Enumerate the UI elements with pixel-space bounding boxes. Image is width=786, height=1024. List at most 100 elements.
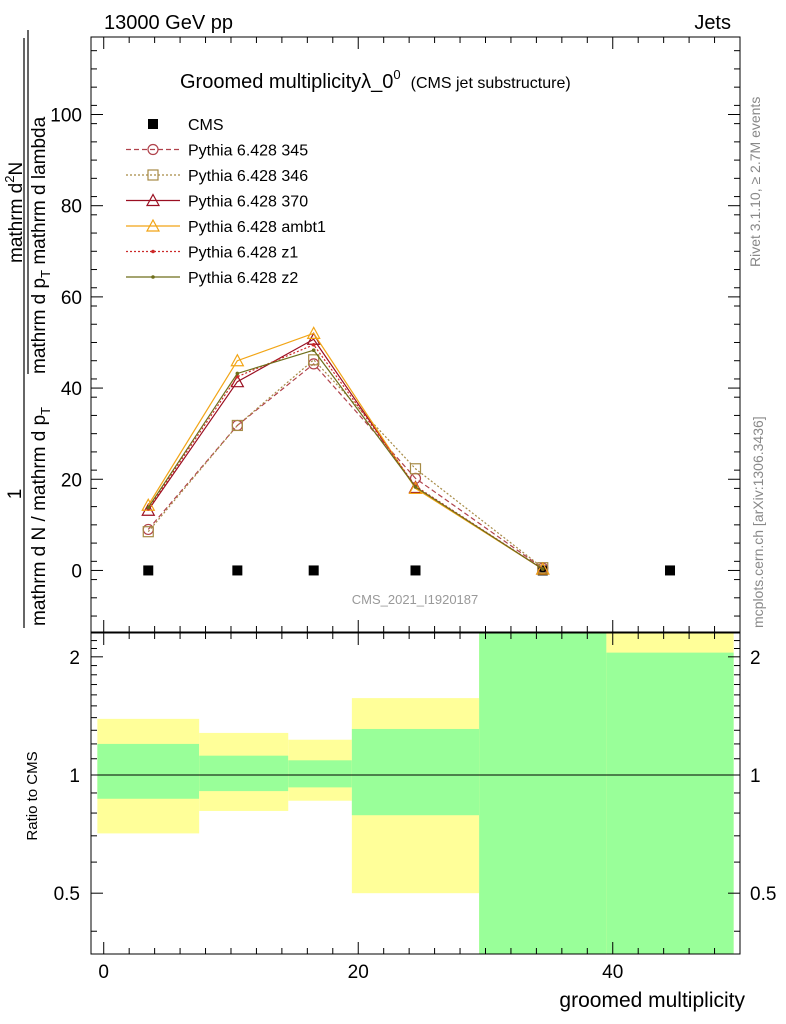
data-point-4-2: [306, 326, 321, 339]
data-point-6-3: [413, 485, 418, 489]
svg-text:mathrm d pT mathrm d lambda: mathrm d pT mathrm d lambda: [29, 116, 53, 374]
series-5: [146, 342, 545, 571]
series-line-4: [147, 332, 544, 570]
legend-label-2: Pythia 6.428 346: [188, 168, 308, 185]
legend-marker-2: [147, 169, 159, 181]
ratio-band-green-2: [288, 760, 352, 788]
series-line-5: [147, 344, 544, 570]
main-y-tick-label: 0: [71, 561, 82, 582]
series-1: [142, 358, 549, 574]
ratio-band-green-5: [606, 652, 734, 954]
svg-text:mathrm d2N: mathrm d2N: [2, 162, 27, 263]
main-y-tick-label: 80: [61, 197, 82, 218]
ratio-band-green-4: [479, 633, 607, 954]
ylabel-line1: mathrm d N / mathrm d p: [29, 415, 50, 626]
data-point-2-1: [231, 419, 243, 432]
ratio-y-tick-label-right: 1: [750, 766, 761, 787]
svg-text:mathrm d N / mathrm d pT: mathrm d N / mathrm d pT: [29, 407, 53, 626]
legend-item-1: Pythia 6.428 345: [126, 143, 308, 160]
data-point-4-3: [408, 481, 423, 494]
ratio-bands: [97, 633, 734, 954]
data-point-5-2: [311, 342, 316, 347]
legend-item-5: Pythia 6.428 z1: [126, 245, 298, 262]
title-main: Groomed multiplicityλ_0: [180, 71, 393, 93]
legend-marker-6: [151, 275, 155, 279]
legend-label-6: Pythia 6.428 z2: [188, 270, 298, 287]
svg-text:Groomed multiplicityλ_00(CMS j: Groomed multiplicityλ_00 (CMS jet substru…: [180, 67, 571, 93]
data-point-2-0: [142, 526, 154, 538]
legend-item-3: Pythia 6.428 370: [126, 193, 308, 211]
ylabel-line1-sub: T: [38, 407, 53, 415]
ylabel-line2b: N: [6, 162, 27, 176]
series-line-2: [147, 358, 544, 569]
x-axis-label: groomed multiplicity: [559, 989, 745, 1012]
series-line-3: [147, 338, 544, 570]
ylabel-one: 1: [5, 489, 26, 500]
ylabel-line3-sub: T: [38, 270, 53, 278]
data-point-0-0: [143, 565, 154, 576]
ratio-band-green-3: [351, 728, 480, 816]
legend-label-0: CMS: [188, 117, 224, 134]
legend-item-6: Pythia 6.428 z2: [126, 270, 298, 287]
main-y-tick-label: 20: [61, 470, 82, 491]
x-tick-label: 20: [348, 962, 369, 983]
series-0: [143, 565, 676, 576]
legend-marker-0: [148, 119, 158, 129]
series-6: [146, 348, 545, 571]
ylabel-line2-sup: 2: [2, 176, 17, 183]
legend-item-0: CMS: [148, 117, 224, 134]
data-point-3-1: [230, 374, 245, 388]
data-point-4-1: [230, 353, 245, 367]
header-collision-label: 13000 GeV pp: [104, 12, 233, 34]
data-point-6-2: [311, 348, 316, 353]
ylabel-line2: mathrm d: [6, 183, 27, 263]
header-process-label: Jets: [694, 12, 731, 34]
main-axes: 0 20 40 60 80 100: [50, 37, 741, 632]
main-y-axis-label: 1 mathrm d N / mathrm d pT mathrm d2N ma…: [2, 30, 53, 628]
ratio-y-tick-label-right: 0.5: [750, 884, 776, 905]
series-4: [141, 326, 550, 575]
legend-marker-3: [145, 193, 161, 207]
ratio-y-axis-label: Ratio to CMS: [24, 751, 41, 840]
series-3: [141, 332, 550, 575]
ylabel-line3b: mathrm d lambda: [29, 116, 50, 270]
mcplots-credit-label: mcplots.cern.ch [arXiv:1306.3436]: [750, 416, 766, 628]
x-tick-label: 40: [602, 962, 623, 983]
data-point-4-4: [535, 561, 550, 575]
main-panel-frame: [90, 36, 741, 633]
main-y-tick-label: 40: [61, 379, 82, 400]
legend-marker-1: [147, 143, 159, 156]
data-point-2-3: [409, 463, 422, 475]
ratio-y-tick-label: 0.5: [54, 884, 80, 905]
legend-label-4: Pythia 6.428 ambt1: [188, 219, 326, 236]
title-sub: (CMS jet substructure): [411, 75, 571, 92]
legend-item-4: Pythia 6.428 ambt1: [126, 218, 326, 236]
data-point-6-1: [235, 371, 240, 376]
data-point-6-0: [146, 505, 151, 510]
ratio-y-tick-label: 1: [69, 766, 80, 787]
data-point-0-1: [232, 565, 243, 576]
ratio-band-green-1: [199, 755, 289, 792]
legend: CMS Pythia 6.428 345 Pythia 6.428 346 Pythi…: [126, 117, 326, 287]
data-point-0-3: [410, 565, 421, 576]
ylabel-line3: mathrm d p: [29, 278, 50, 374]
series-line-1: [147, 363, 544, 569]
plot-title: Groomed multiplicityλ_00 (CMS jet substru…: [180, 67, 571, 93]
legend-marker-5: [151, 249, 155, 254]
ratio-axes: 0.5 0.51 12 20 20 40: [54, 633, 776, 983]
data-point-0-2: [308, 565, 319, 576]
analysis-watermark: CMS_2021_I1920187: [352, 592, 479, 607]
series-2: [142, 354, 549, 574]
main-y-tick-label: 100: [50, 106, 82, 127]
legend-label-3: Pythia 6.428 370: [188, 194, 308, 211]
legend-label-5: Pythia 6.428 z1: [188, 245, 298, 262]
data-point-0-5: [665, 565, 676, 576]
series-layer: [141, 326, 676, 576]
data-point-6-4: [540, 567, 545, 571]
x-tick-label: 0: [98, 962, 109, 983]
rivet-version-label: Rivet 3.1.10, ≥ 2.7M events: [747, 97, 763, 267]
ratio-y-tick-label-right: 2: [750, 648, 761, 669]
ratio-y-tick-label: 2: [69, 648, 80, 669]
legend-item-2: Pythia 6.428 346: [126, 168, 308, 185]
